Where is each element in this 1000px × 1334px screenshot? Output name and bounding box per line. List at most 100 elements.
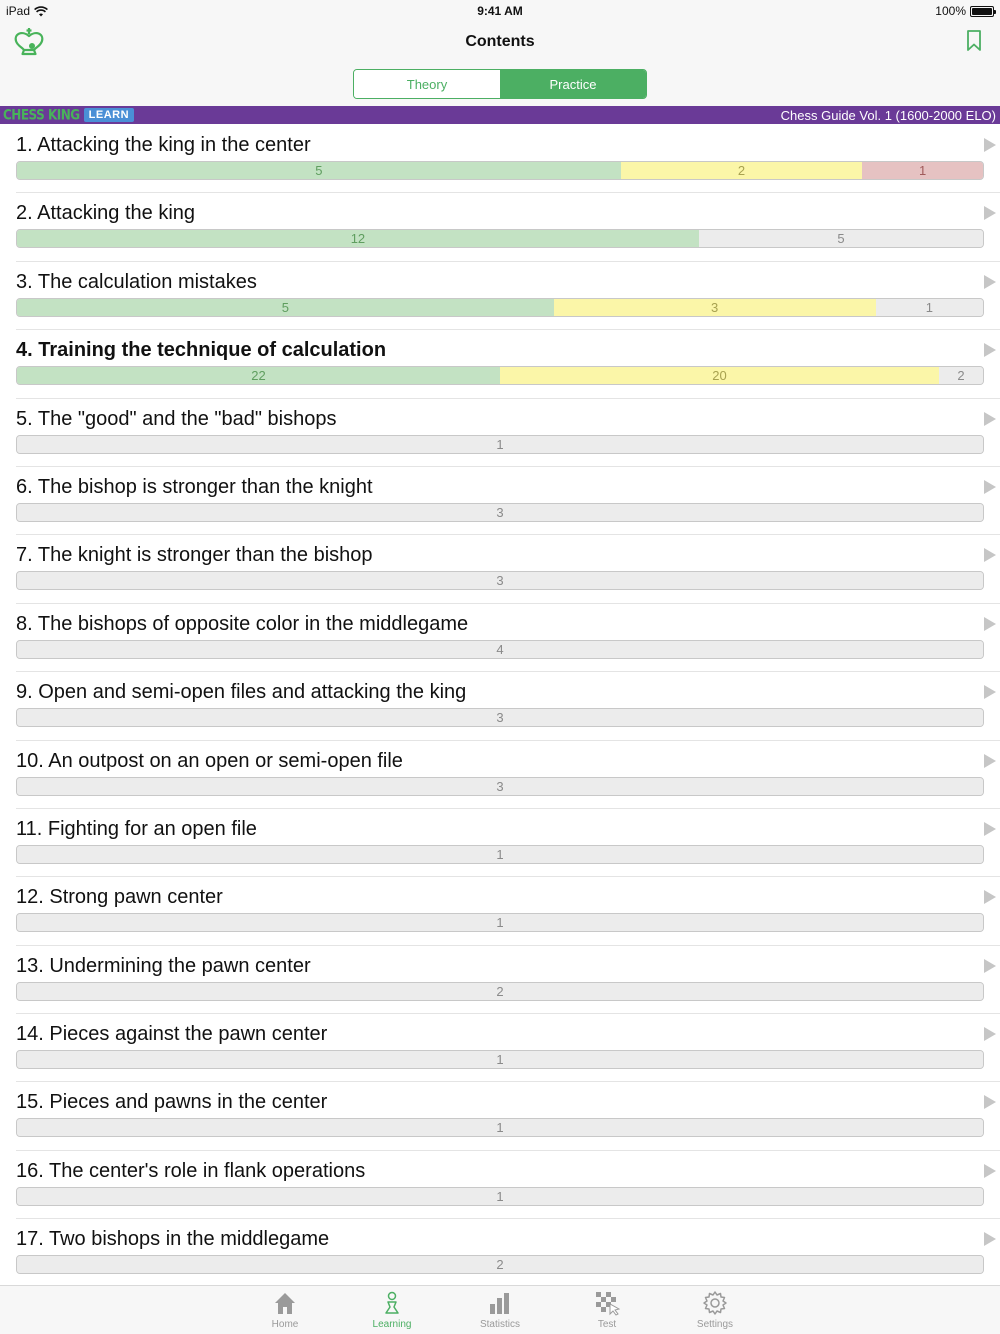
status-bar: iPad 9:41 AM 100% [0,0,1000,22]
bookmark-icon[interactable] [966,30,982,52]
progress-bar: 1 [16,913,984,933]
progress-segment-unsolved: 2 [17,982,983,1000]
chapter-row[interactable]: 12. Strong pawn center 1 [16,877,1000,946]
tab-test[interactable]: Test [567,1290,647,1330]
play-arrow-icon[interactable] [983,274,997,290]
battery-percent: 100% [935,4,966,18]
test-icon [596,1292,620,1316]
learning-icon [385,1291,399,1314]
progress-segment-unsolved: 3 [17,572,983,590]
progress-segment-unsolved: 1 [17,1051,983,1069]
progress-bar: 22 20 2 [16,366,984,386]
play-arrow-icon[interactable] [983,616,997,632]
play-arrow-icon[interactable] [983,479,997,495]
progress-bar: 3 [16,776,984,796]
chapter-row[interactable]: 16. The center's role in flank operation… [16,1151,1000,1220]
brand-logo: CHESS KING LEARN [3,106,135,124]
chapter-row[interactable]: 2. Attacking the king 12 5 [16,193,1000,262]
chapter-row[interactable]: 3. The calculation mistakes 5 3 1 [16,262,1000,331]
chapter-row[interactable]: 7. The knight is stronger than the bisho… [16,535,1000,604]
chess-king-logo-icon[interactable] [12,26,46,56]
chapter-row[interactable]: 15. Pieces and pawns in the center 1 [16,1082,1000,1151]
progress-segment-unsolved: 1 [875,298,983,316]
progress-segment-solved: 12 [17,230,699,248]
progress-segment-partial: 2 [620,162,863,179]
tab-statistics[interactable]: Statistics [460,1290,540,1330]
progress-segment-partial: 20 [500,367,940,385]
chapter-title: 5. The "good" and the "bad" bishops [16,407,337,430]
chapter-title: 1. Attacking the king in the center [16,134,311,156]
theory-segment[interactable]: Theory [354,70,500,98]
progress-segment-unsolved: 4 [17,640,983,658]
page-title: Contents [465,33,535,50]
play-arrow-icon[interactable] [983,205,997,221]
play-arrow-icon[interactable] [983,1026,997,1042]
progress-segment-unsolved: 3 [17,709,983,727]
tab-bar: Home Learning Statistics [0,1285,1000,1334]
progress-bar: 4 [16,639,984,659]
brand-name: CHESS KING [3,106,80,124]
chapter-title: 10. An outpost on an open or semi-open f… [16,749,403,772]
chapter-row[interactable]: 11. Fighting for an open file 1 [16,809,1000,878]
chapter-row[interactable]: 14. Pieces against the pawn center 1 [16,1014,1000,1083]
play-arrow-icon[interactable] [983,821,997,837]
progress-segment-failed: 1 [862,162,983,179]
chapter-title: 17. Two bishops in the middlegame [16,1228,330,1251]
chapter-title: 12. Strong pawn center [16,886,223,909]
chapter-title: 8. The bishops of opposite color in the … [16,612,469,635]
tab-learning-label: Learning [372,1319,412,1330]
progress-segment-unsolved: 2 [17,1256,983,1274]
play-arrow-icon[interactable] [983,137,997,153]
chapter-row[interactable]: 6. The bishop is stronger than the knigh… [16,467,1000,536]
home-icon [275,1293,295,1314]
chapter-row[interactable]: 8. The bishops of opposite color in the … [16,604,1000,673]
chapter-row[interactable]: 5. The "good" and the "bad" bishops 1 [16,399,1000,467]
play-arrow-icon[interactable] [983,684,997,700]
tab-settings[interactable]: Settings [675,1290,755,1330]
tab-home-label: Home [271,1319,299,1330]
progress-bar: 2 [16,1255,984,1275]
play-arrow-icon[interactable] [983,547,997,563]
chapter-title: 7. The knight is stronger than the bisho… [16,544,373,567]
progress-segment-unsolved: 1 [17,914,983,932]
chapter-title: 9. Open and semi-open files and attackin… [16,681,467,704]
brand-badge: LEARN [83,108,135,122]
play-arrow-icon[interactable] [983,958,997,974]
chapter-row[interactable]: 13. Undermining the pawn center 2 [16,946,1000,1015]
progress-segment-unsolved: 2 [939,367,983,385]
play-arrow-icon[interactable] [983,889,997,905]
progress-bar: 3 [16,708,984,728]
progress-segment-unsolved: 1 [17,845,983,863]
course-banner: CHESS KING LEARN Chess Guide Vol. 1 (160… [0,106,1000,124]
chapter-title: 16. The center's role in flank operation… [16,1159,366,1182]
tab-learning[interactable]: Learning [352,1290,432,1330]
chapter-row[interactable]: 9. Open and semi-open files and attackin… [16,672,1000,741]
practice-segment[interactable]: Practice [500,70,646,98]
play-arrow-icon[interactable] [983,411,997,427]
progress-bar: 2 [16,981,984,1001]
chapter-title: 3. The calculation mistakes [16,270,257,293]
chapter-row[interactable]: 10. An outpost on an open or semi-open f… [16,741,1000,809]
play-arrow-icon[interactable] [983,1094,997,1110]
status-time: 9:41 AM [477,4,523,18]
chapter-title: 2. Attacking the king [16,202,196,225]
navigation-bar: Contents Theory Practice [0,22,1000,106]
progress-segment-solved: 5 [17,298,554,316]
chapter-title: 11. Fighting for an open file [16,817,257,840]
chapter-row[interactable]: 1. Attacking the king in the center 5 2 1 [16,125,1000,194]
course-title: Chess Guide Vol. 1 (1600-2000 ELO) [780,107,996,123]
battery-icon [970,5,996,17]
chapter-row[interactable]: 4. Training the technique of calculation… [16,330,1000,399]
play-arrow-icon[interactable] [983,342,997,358]
progress-bar: 1 [16,1118,984,1138]
device-name: iPad [6,4,31,18]
tab-home[interactable]: Home [245,1290,325,1330]
play-arrow-icon[interactable] [983,753,997,769]
progress-segment-solved: 5 [17,162,621,179]
play-arrow-icon[interactable] [983,1231,997,1247]
play-arrow-icon[interactable] [983,1163,997,1179]
progress-segment-unsolved: 5 [698,230,983,248]
chapter-row[interactable]: 17. Two bishops in the middlegame 2 [16,1219,1000,1287]
chapter-title: 15. Pieces and pawns in the center [16,1091,328,1114]
progress-segment-unsolved: 3 [17,777,983,795]
